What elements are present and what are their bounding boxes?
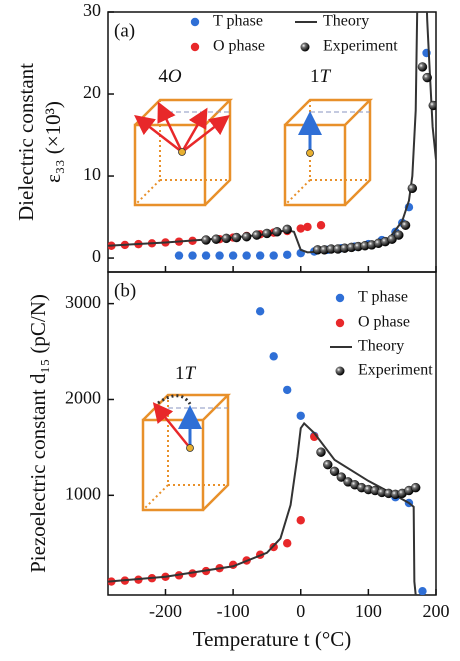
inset-cube-1t-b [141, 393, 232, 512]
inset-phase: O [168, 66, 182, 87]
legend-marker [190, 17, 200, 27]
plot-data [108, 307, 427, 595]
legend-marker [335, 366, 345, 376]
data-point [255, 307, 265, 316]
legend-marker [300, 42, 310, 52]
experiment-point [221, 233, 232, 244]
experiment-point [394, 230, 404, 240]
experiment-point [252, 230, 262, 240]
inset-label: 4O [158, 66, 182, 87]
experiment-point [411, 482, 421, 493]
experiment-point [316, 447, 326, 457]
data-point [316, 221, 326, 230]
x-tick-label: -100 [217, 601, 250, 621]
panel-label: (b) [114, 280, 136, 301]
legend-label: Theory [358, 338, 404, 355]
legend-marker [335, 318, 345, 328]
y-tick-label: 20 [83, 82, 101, 102]
legend-marker [335, 293, 345, 303]
data-point [418, 586, 427, 595]
experiment-point [422, 72, 432, 83]
experiment-point [201, 235, 211, 245]
data-point [174, 251, 184, 260]
inset-label: 1T [175, 363, 197, 384]
data-point [296, 516, 305, 525]
data-point [201, 251, 211, 260]
experiment-point [282, 224, 292, 235]
data-point [215, 251, 224, 260]
experiment-point [211, 234, 221, 244]
x-tick-label: 200 [423, 601, 450, 621]
experiment-point [231, 232, 242, 243]
experiment-point [336, 472, 347, 482]
x-tick-label: 0 [296, 601, 305, 621]
data-point [269, 251, 278, 260]
inset-phase: T [184, 363, 196, 384]
data-point [255, 251, 265, 260]
legend-label: Experiment [358, 362, 433, 379]
data-point [303, 222, 312, 232]
data-point [296, 224, 305, 233]
x-tick-label: -200 [149, 601, 182, 621]
experiment-point [272, 227, 282, 237]
experiment-point [329, 466, 340, 477]
x-tick-label: 100 [355, 601, 382, 621]
inset-phase: T [319, 66, 331, 87]
legend-label: O phase [213, 38, 265, 55]
data-point [269, 352, 278, 361]
experiment-point [417, 62, 428, 72]
y-tick-label: 0 [92, 246, 101, 266]
y-tick-label: 1000 [65, 483, 101, 503]
inset-number: 4 [158, 66, 168, 87]
legend-label: Experiment [323, 38, 398, 55]
y-tick-label: 10 [83, 164, 101, 184]
panel-label: (a) [114, 20, 135, 41]
experiment-point [400, 220, 411, 230]
legend-label: T phase [358, 289, 408, 306]
experiment-point [323, 459, 333, 470]
theory-line [108, 421, 417, 595]
y-axis-title: ε₃₃ (×10³) [41, 101, 65, 183]
y-axis-title: Piezoelectric constant d₁₅ (pC/N) [26, 294, 50, 573]
data-point [228, 251, 238, 260]
inset-number: 1 [310, 66, 320, 87]
experiment-point [407, 183, 418, 194]
inset-label: 1T [310, 66, 332, 87]
legend-label: T phase [213, 13, 263, 30]
data-point [296, 411, 305, 420]
legend-marker [190, 42, 200, 52]
x-axis-title: Temperature t (°C) [193, 627, 352, 651]
experiment-point [262, 228, 272, 239]
y-tick-label: 3000 [65, 292, 101, 312]
data-point [242, 251, 251, 260]
experiment-point [428, 100, 436, 111]
inset-number: 1 [175, 363, 185, 384]
y-axis-title: Dielectric constant [14, 63, 38, 221]
inset-cube-4o [133, 98, 234, 207]
data-point [283, 250, 292, 259]
y-tick-label: 2000 [65, 388, 101, 408]
data-point [283, 539, 292, 548]
plot-frame [107, 271, 437, 596]
inset-cube-1t-a [283, 98, 374, 207]
legend-label: O phase [358, 314, 410, 331]
y-tick-label: 30 [83, 0, 101, 20]
data-point [188, 251, 197, 260]
experiment-point [241, 232, 252, 242]
data-point [283, 385, 292, 395]
plot-data [108, 12, 436, 260]
legend-label: Theory [323, 13, 369, 30]
